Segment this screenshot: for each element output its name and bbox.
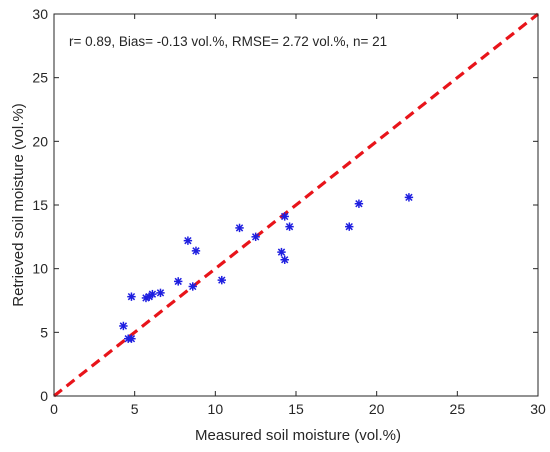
x-axis-label: Measured soil moisture (vol.%) <box>195 427 401 444</box>
y-tick-label: 25 <box>32 70 48 86</box>
x-tick-label: 20 <box>369 401 385 417</box>
x-tick-label: 0 <box>50 401 58 417</box>
data-point <box>191 246 201 256</box>
data-point <box>251 232 260 242</box>
y-axis-label: Retrieved soil moisture (vol.%) <box>10 103 27 306</box>
one-to-one-reference-line <box>53 12 539 398</box>
data-point <box>156 288 165 298</box>
y-tick-label: 15 <box>32 197 48 213</box>
data-point <box>345 222 354 231</box>
data-point <box>280 212 289 221</box>
data-point <box>404 193 414 202</box>
y-tick-label: 20 <box>32 133 48 149</box>
data-point <box>174 277 183 286</box>
y-tick-label: 10 <box>32 261 48 277</box>
data-point <box>119 321 128 331</box>
data-point <box>217 275 226 285</box>
data-point <box>183 236 193 245</box>
y-tick-label: 30 <box>32 6 48 22</box>
data-point <box>354 199 364 208</box>
data-point <box>277 247 286 257</box>
data-point <box>285 222 294 231</box>
y-tick-label: 5 <box>40 324 48 340</box>
data-point <box>235 223 244 233</box>
x-tick-label: 25 <box>450 401 466 417</box>
y-tick-label: 0 <box>40 388 48 404</box>
data-point <box>188 282 197 291</box>
data-point <box>127 292 136 301</box>
x-tick-label: 15 <box>288 401 304 417</box>
stats-annotation: r= 0.89, Bias= -0.13 vol.%, RMSE= 2.72 v… <box>69 34 387 49</box>
x-tick-label: 10 <box>208 401 224 417</box>
plot-layer: 0 5 10 15 20 25 30 0 5 10 15 20 25 30 <box>32 6 546 417</box>
x-tick-label: 5 <box>131 401 139 417</box>
data-point <box>127 334 136 343</box>
x-tick-label: 30 <box>530 401 546 417</box>
data-point <box>148 289 157 299</box>
data-point <box>280 255 289 264</box>
